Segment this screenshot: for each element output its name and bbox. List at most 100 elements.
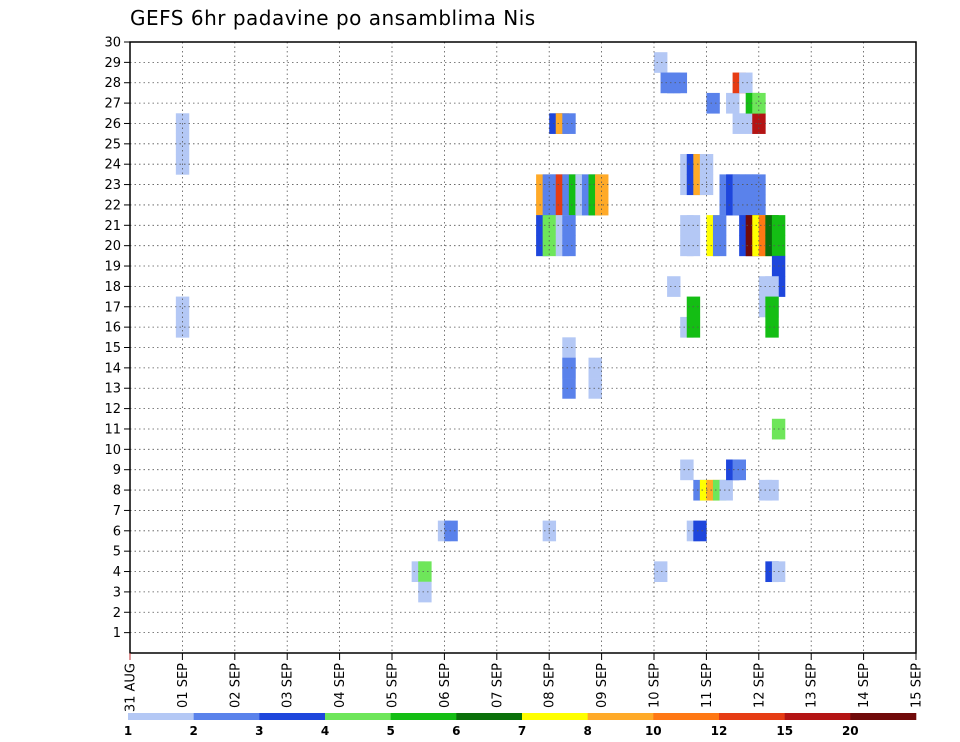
y-tick-label: 9: [113, 463, 121, 478]
chart-title: GEFS 6hr padavine po ansamblima Nis: [130, 6, 536, 30]
x-tick-label: 12 SEP: [752, 663, 767, 708]
y-tick-label: 15: [104, 341, 121, 356]
grid-lines: [130, 42, 916, 653]
legend-swatch: [456, 713, 523, 720]
legend-label: 10: [645, 724, 662, 738]
legend-label: 12: [711, 724, 728, 738]
legend-label: 15: [776, 724, 793, 738]
heatmap-cell: [654, 561, 668, 583]
y-tick-label: 25: [104, 137, 121, 152]
y-tick-label: 2: [113, 606, 121, 621]
heatmap-cell: [719, 479, 733, 501]
legend-swatch: [522, 713, 588, 720]
legend-swatch: [850, 713, 917, 720]
x-tick-label: 09 SEP: [595, 663, 610, 708]
legend-label: 20: [842, 724, 859, 738]
heatmap-cell: [765, 296, 779, 318]
x-tick-label: 10 SEP: [648, 663, 663, 708]
y-tick-label: 18: [104, 280, 121, 295]
heatmap-cell: [732, 459, 746, 481]
legend-label: 5: [387, 724, 395, 738]
legend-label: 6: [452, 724, 460, 738]
heatmap-cell: [706, 92, 720, 114]
y-tick-label: 3: [113, 585, 121, 600]
legend-label: 2: [190, 724, 198, 738]
heatmap-cell: [562, 215, 576, 236]
y-tick-label: 6: [113, 524, 121, 539]
heatmap-cell: [595, 174, 609, 196]
heatmap-cell: [562, 378, 576, 399]
x-tick-label: 03 SEP: [281, 663, 296, 708]
heatmap-cell: [562, 357, 576, 379]
x-tick-label: 31 AUG: [124, 663, 139, 712]
y-tick-label: 14: [104, 361, 121, 376]
heatmap-cells: [175, 52, 786, 603]
legend-swatch: [587, 713, 654, 720]
heatmap-cell: [562, 113, 576, 134]
heatmap-cell: [739, 72, 753, 94]
legend-swatch: [259, 713, 326, 720]
y-tick-label: 22: [104, 198, 121, 213]
legend-swatch: [653, 713, 720, 720]
x-tick-label: 05 SEP: [386, 663, 401, 708]
heatmap-cell: [175, 133, 190, 155]
y-axis: 1234567891011121314151617181920212223242…: [104, 36, 130, 641]
heatmap-cell: [667, 276, 681, 297]
heatmap-cell: [588, 357, 602, 379]
legend-swatch: [128, 713, 194, 720]
y-tick-label: 4: [113, 565, 121, 580]
legend-label: 1: [124, 724, 132, 738]
x-tick-label: 15 SEP: [910, 663, 925, 708]
x-axis: 31 AUG 01 SEP 02 SEP 03 SEP 04 SEP 05 SEP 06 S…: [124, 653, 925, 712]
y-tick-label: 10: [104, 443, 121, 458]
legend-swatch: [719, 713, 785, 720]
heatmap-cell: [562, 337, 576, 358]
y-tick-label: 11: [104, 422, 121, 437]
heatmap-cell: [765, 316, 779, 338]
legend-swatch: [784, 713, 851, 720]
y-tick-label: 28: [104, 76, 121, 91]
x-tick-label: 11 SEP: [700, 663, 715, 708]
x-tick-label: 07 SEP: [490, 663, 505, 708]
x-tick-label: 14 SEP: [857, 663, 872, 708]
y-tick-label: 30: [104, 36, 121, 51]
heatmap-cell: [175, 296, 190, 318]
y-tick-label: 13: [104, 382, 121, 397]
heatmap-cell: [654, 52, 668, 73]
heatmap-cell: [680, 459, 694, 481]
y-tick-label: 19: [104, 260, 121, 275]
x-tick-label: 08 SEP: [543, 663, 558, 708]
heatmap-cell: [732, 113, 746, 134]
heatmap-cell: [752, 174, 766, 196]
y-tick-label: 20: [104, 239, 121, 254]
heatmap-cell: [726, 92, 740, 114]
y-tick-label: 17: [104, 300, 121, 315]
heatmap-cell: [562, 235, 576, 257]
y-tick-label: 16: [104, 321, 121, 336]
x-tick-label: 04 SEP: [333, 663, 348, 708]
y-tick-label: 5: [113, 545, 121, 560]
y-tick-label: 24: [104, 158, 121, 173]
legend-label: 3: [255, 724, 263, 738]
x-tick-label: 02 SEP: [228, 663, 243, 708]
heatmap-cell: [418, 561, 432, 583]
y-tick-label: 21: [104, 219, 121, 234]
y-tick-label: 8: [113, 484, 121, 499]
legend: 1 2 3 4 5 6 7 8 10 12 15 20: [124, 713, 917, 738]
heatmap-cell: [693, 520, 707, 542]
heatmap-cell: [418, 581, 432, 603]
legend-label: 4: [321, 724, 329, 738]
x-tick-label: 01 SEP: [176, 663, 191, 708]
heatmap-cell: [175, 316, 190, 338]
heatmap-cell: [752, 92, 766, 114]
y-tick-label: 23: [104, 178, 121, 193]
heatmap-cell: [444, 520, 458, 542]
y-tick-label: 7: [113, 504, 121, 519]
y-tick-label: 29: [104, 56, 121, 71]
y-tick-label: 26: [104, 117, 121, 132]
heatmap-cell: [588, 378, 602, 399]
legend-label: 7: [518, 724, 526, 738]
x-tick-label: 06 SEP: [438, 663, 453, 708]
legend-swatch: [390, 713, 457, 720]
